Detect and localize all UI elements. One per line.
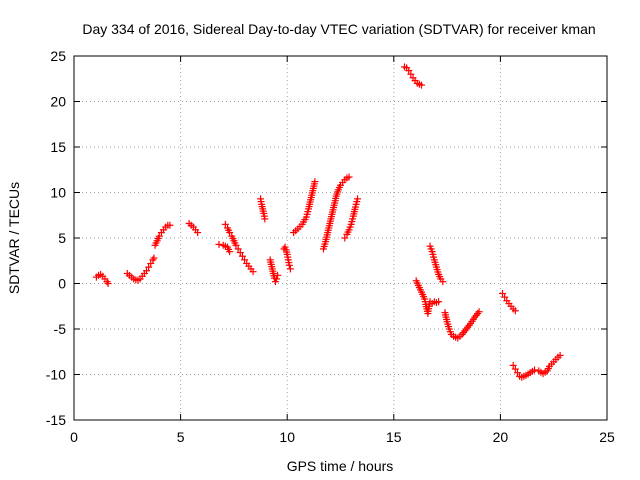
- y-tick-label: 20: [50, 94, 66, 110]
- y-tick-label: 0: [58, 276, 66, 292]
- data-point: [513, 369, 521, 377]
- data-point: [104, 280, 112, 287]
- data-point: [274, 271, 282, 279]
- x-tick-label: 0: [70, 429, 78, 445]
- data-point: [238, 252, 246, 260]
- plot-frame: [73, 55, 608, 421]
- data-point: [234, 245, 242, 253]
- y-tick-label: -5: [54, 321, 67, 337]
- data-points: [92, 63, 564, 381]
- data-point: [341, 234, 349, 242]
- data-point: [236, 249, 244, 257]
- x-tick-label: 5: [177, 429, 185, 445]
- data-point: [194, 229, 202, 237]
- data-point: [407, 70, 415, 78]
- data-point: [286, 265, 294, 273]
- data-point: [531, 366, 539, 374]
- y-axis-label: SDTVAR / TECUs: [6, 182, 22, 294]
- data-point: [155, 232, 163, 240]
- data-point: [556, 351, 564, 359]
- y-tick-label: 5: [58, 230, 66, 246]
- y-tick-label: -10: [46, 367, 66, 383]
- y-tick-label: 15: [50, 139, 66, 155]
- data-point: [150, 254, 158, 262]
- x-tick-label: 25: [599, 429, 615, 445]
- data-point: [345, 173, 353, 181]
- data-point: [285, 261, 293, 269]
- data-point: [241, 256, 249, 264]
- data-point: [311, 178, 319, 186]
- y-tick-label: -15: [46, 412, 66, 428]
- data-point: [166, 221, 174, 229]
- data-point: [273, 275, 281, 283]
- data-point: [261, 215, 269, 223]
- data-point: [405, 67, 413, 75]
- y-tick-label: 10: [50, 185, 66, 201]
- axis-ticks: 0 5 10 15 20 25 25 20 15 10 5 0 -5 -10 -15: [46, 48, 615, 445]
- data-point: [215, 240, 223, 248]
- data-point: [226, 229, 234, 237]
- x-tick-label: 15: [386, 429, 402, 445]
- data-point: [232, 241, 240, 249]
- data-point: [145, 263, 153, 271]
- x-tick-label: 10: [279, 429, 295, 445]
- data-point: [418, 81, 426, 89]
- data-point: [511, 365, 519, 373]
- data-point: [475, 308, 483, 316]
- data-point: [499, 290, 507, 298]
- data-point: [435, 298, 443, 306]
- data-point: [221, 220, 229, 228]
- data-point: [354, 195, 362, 203]
- chart-title: Day 334 of 2016, Sidereal Day-to-day VTE…: [82, 21, 595, 37]
- y-tick-label: 25: [50, 48, 66, 64]
- data-point: [509, 361, 517, 369]
- data-point: [511, 307, 519, 315]
- x-axis-label: GPS time / hours: [287, 458, 394, 474]
- grid: [74, 56, 607, 420]
- data-point: [249, 268, 257, 276]
- data-point: [142, 267, 150, 275]
- data-point: [226, 248, 234, 256]
- data-point: [501, 293, 509, 301]
- data-point: [439, 278, 447, 286]
- x-tick-label: 20: [493, 429, 509, 445]
- data-point: [147, 259, 155, 267]
